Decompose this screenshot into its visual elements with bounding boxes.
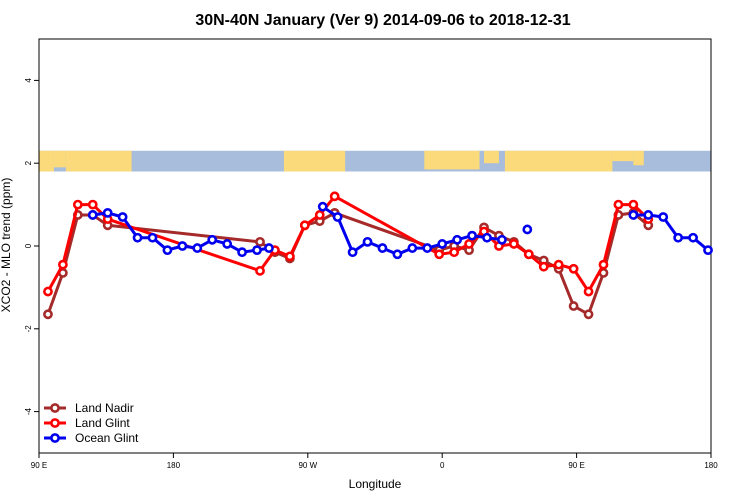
data-point [673, 232, 684, 243]
data-point [162, 245, 173, 256]
data-point [658, 212, 669, 222]
data-point [613, 199, 624, 210]
map-land [612, 150, 634, 162]
data-point [497, 234, 507, 245]
x-tick-label: 0 [440, 461, 445, 470]
data-point [508, 239, 519, 249]
y-axis-label: XCO2 - MLO trend (ppm) [0, 178, 13, 313]
data-point [192, 243, 203, 253]
y-tick-label: 2 [24, 160, 33, 165]
map-land [65, 150, 132, 172]
y-tick-label: -2 [24, 325, 33, 333]
legend-item: Land Nadir [44, 401, 134, 415]
data-point [628, 199, 639, 210]
data-point [583, 309, 594, 320]
map-land [283, 150, 346, 172]
data-point [317, 201, 328, 212]
y-tick-label: 0 [24, 243, 33, 248]
map-land [633, 150, 644, 166]
world-map-band [39, 150, 711, 172]
data-point [362, 236, 373, 247]
map-land [53, 150, 66, 168]
data-point [392, 249, 403, 260]
chart-title: 30N-40N January (Ver 9) 2014-09-06 to 20… [195, 12, 570, 29]
data-point [422, 243, 433, 253]
y-tick-label: -4 [24, 407, 33, 415]
data-point [437, 239, 448, 249]
map-land [484, 150, 499, 164]
data-point [598, 259, 609, 270]
data-point [703, 245, 713, 256]
data-point [237, 247, 247, 258]
data-point [314, 210, 325, 220]
series-land-glint [43, 191, 654, 297]
data-point [87, 210, 98, 220]
data-point [255, 265, 265, 276]
x-tick-label: 180 [704, 461, 718, 470]
data-point [583, 286, 594, 297]
x-tick-label: 90 W [298, 461, 317, 470]
x-axis-label: Longitude [349, 477, 402, 491]
legend-marker [50, 433, 60, 443]
data-point [452, 234, 463, 245]
data-point [449, 247, 460, 258]
x-tick-label: 90 E [31, 461, 47, 470]
data-point [522, 224, 533, 235]
data-point [43, 309, 53, 320]
data-point [117, 212, 128, 222]
legend-label: Ocean Glint [75, 431, 139, 445]
legend-label: Land Nadir [75, 401, 134, 415]
data-point [347, 247, 358, 258]
data-point [102, 207, 113, 218]
data-point [57, 259, 68, 270]
x-tick-label: 90 E [568, 461, 584, 470]
data-point [255, 236, 265, 247]
data-point [222, 239, 233, 249]
legend-item: Land Glint [44, 416, 130, 430]
data-point [523, 249, 534, 260]
data-point [568, 263, 579, 274]
data-point [464, 239, 474, 249]
data-point [688, 232, 698, 243]
legend-marker [50, 418, 60, 428]
data-point [377, 243, 388, 253]
data-point [553, 259, 564, 270]
map-land [424, 150, 480, 170]
data-point [407, 243, 418, 253]
series-ocean-glint [87, 201, 713, 260]
data-point [43, 286, 53, 297]
legend-marker [50, 403, 60, 413]
data-point [264, 243, 274, 253]
data-point [482, 232, 492, 243]
data-point [538, 261, 549, 272]
map-land [504, 150, 613, 172]
data-point [643, 210, 654, 220]
data-point [87, 199, 98, 210]
data-point [329, 191, 340, 202]
data-point [467, 230, 477, 241]
data-point [568, 301, 579, 311]
x-tick-label: 180 [167, 461, 181, 470]
data-point [177, 241, 188, 251]
data-point [628, 210, 639, 220]
map-land [39, 150, 54, 172]
data-point [207, 234, 218, 245]
y-tick-label: 4 [24, 78, 33, 83]
legend-item: Ocean Glint [44, 431, 139, 445]
series-layer [43, 191, 713, 320]
data-point [332, 212, 343, 222]
data-point [147, 232, 158, 243]
data-point [252, 245, 262, 256]
legend-label: Land Glint [75, 416, 130, 430]
data-point [132, 232, 143, 243]
data-point [434, 249, 445, 260]
data-point [299, 220, 310, 231]
axes: 90 E 180 90 W 0 90 E 180 -4 -2 0 2 4 [24, 78, 718, 470]
data-point [72, 199, 83, 210]
data-point [284, 251, 295, 262]
